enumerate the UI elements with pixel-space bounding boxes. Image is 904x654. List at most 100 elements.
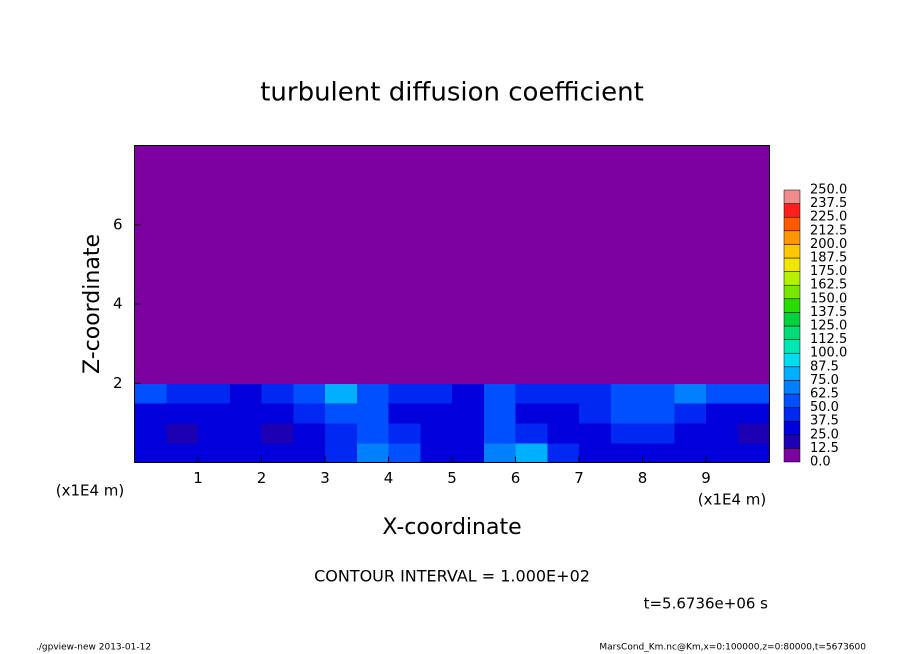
cell (610, 284, 644, 305)
colorbar-label: 112.5 (810, 332, 847, 347)
cell (547, 323, 580, 345)
cell (706, 145, 739, 166)
cell (134, 224, 167, 246)
cell (579, 244, 612, 265)
cell (356, 145, 390, 166)
cell (293, 204, 326, 226)
cell (610, 185, 644, 206)
cell (134, 244, 167, 265)
colorbar-band (783, 366, 801, 381)
cell (356, 403, 390, 424)
cell (547, 422, 580, 444)
cell (674, 264, 707, 285)
cell (515, 422, 548, 444)
cell (356, 422, 390, 444)
colorbar-label: 0.0 (810, 455, 831, 470)
cell (642, 323, 675, 345)
cell (642, 304, 675, 325)
cell (610, 383, 644, 404)
cell (293, 165, 326, 186)
y-tick-label: 4 (113, 295, 123, 313)
cell (134, 204, 167, 226)
cell (483, 442, 517, 464)
cell (388, 185, 421, 206)
cell (229, 204, 263, 226)
x-tick-label: 7 (574, 469, 584, 487)
cell (388, 323, 421, 345)
cell (737, 165, 771, 186)
colorbar-band (783, 189, 801, 204)
cell (293, 185, 326, 206)
cell (483, 422, 517, 444)
cell (356, 185, 390, 206)
x-tick-label: 9 (701, 469, 711, 487)
cell (674, 323, 707, 345)
chart-title: turbulent diffusion coefficient (260, 78, 644, 108)
colorbar-label: 100.0 (810, 346, 847, 361)
cell (420, 383, 453, 404)
cell (134, 442, 167, 464)
cell (610, 204, 644, 226)
cell (261, 422, 294, 444)
cell (420, 343, 453, 365)
colorbar-band (783, 352, 801, 368)
y-tick-label: 2 (113, 374, 123, 392)
cell (674, 185, 707, 206)
cell (483, 403, 517, 424)
cell (706, 224, 739, 246)
cell (642, 343, 675, 365)
cell (229, 442, 263, 464)
cell (325, 442, 358, 464)
cell (737, 185, 771, 206)
colorbar-band (783, 284, 801, 300)
x-unit-label: (x1E4 m) (698, 491, 767, 509)
cell (420, 363, 453, 384)
cell (737, 204, 771, 226)
cell (293, 145, 326, 166)
cell (706, 323, 739, 345)
cell (547, 284, 580, 305)
cell (229, 145, 263, 166)
cell (134, 363, 167, 384)
cell (610, 422, 644, 444)
cell (261, 383, 294, 404)
colorbar-label: 87.5 (810, 359, 839, 374)
cell (610, 304, 644, 325)
cell (610, 145, 644, 166)
cell (420, 244, 453, 265)
cell (293, 304, 326, 325)
cell (515, 343, 548, 365)
cell (674, 422, 707, 444)
cell (452, 304, 485, 325)
cell (388, 304, 421, 325)
cell (452, 204, 485, 226)
cell (229, 244, 263, 265)
colorbar-band (783, 339, 801, 354)
cell (166, 442, 199, 464)
cell (198, 442, 231, 464)
colorbar-band (783, 448, 801, 463)
cell (547, 383, 580, 404)
colorbar-label: 75.0 (810, 373, 839, 388)
cell (452, 224, 485, 246)
cell (483, 224, 517, 246)
cell (293, 224, 326, 246)
cell (356, 304, 390, 325)
cell (642, 264, 675, 285)
colorbar-label: 237.5 (810, 196, 847, 211)
cell (166, 145, 199, 166)
cell (642, 165, 675, 186)
x-tick-label: 6 (511, 469, 521, 487)
cell (579, 323, 612, 345)
cell (325, 145, 358, 166)
colorbar-band (783, 271, 801, 286)
cell (610, 224, 644, 246)
cell (325, 422, 358, 444)
cell (325, 343, 358, 365)
cell (674, 224, 707, 246)
cell (166, 185, 199, 206)
colorbar-band (783, 257, 801, 272)
cell (356, 323, 390, 345)
